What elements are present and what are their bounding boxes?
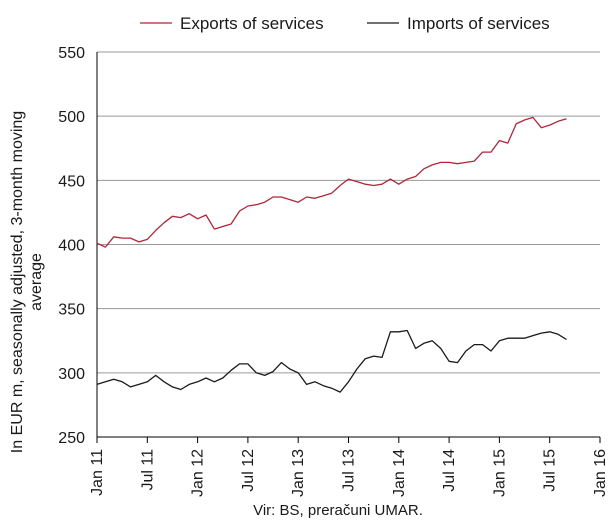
x-tick-label: Jan 16 xyxy=(592,449,609,497)
y-axis-title: In EUR m, seasonally adjusted, 3-month m… xyxy=(9,111,45,453)
y-tick-label: 300 xyxy=(58,366,85,383)
gridlines xyxy=(97,51,600,374)
y-tick-label: 250 xyxy=(58,430,85,447)
legend-label: Exports of services xyxy=(180,14,324,33)
y-axis-title-line-1: In EUR m, seasonally adjusted, 3-month m… xyxy=(9,111,26,453)
y-tick-label: 450 xyxy=(58,173,85,190)
x-tick-label: Jul 15 xyxy=(542,449,559,492)
x-tick-label: Jan 15 xyxy=(491,449,508,497)
axes: 250 300 350 400 450 500 550 Jan 11 Jul 11 Jan 12 J… xyxy=(58,45,609,497)
legend: Exports of services Imports of services xyxy=(140,14,550,33)
y-tick-label: 550 xyxy=(58,45,85,62)
x-tick-label: Jul 14 xyxy=(441,449,458,492)
series xyxy=(96,116,567,393)
x-tick-label: Jul 12 xyxy=(240,449,257,492)
x-tick-label: Jan 13 xyxy=(290,449,307,497)
x-tick-label: Jul 13 xyxy=(341,449,358,492)
x-tick-label: Jan 14 xyxy=(391,449,408,497)
y-axis-title-line-2: average xyxy=(28,253,45,311)
series-line-exports xyxy=(96,116,567,248)
y-tick-label: 350 xyxy=(58,302,85,319)
source-note: Vir: BS, preračuni UMAR. xyxy=(253,502,423,519)
series-line-imports xyxy=(96,329,567,393)
x-tick-label: Jan 11 xyxy=(89,449,106,496)
y-tick-label: 400 xyxy=(58,238,85,255)
legend-label: Imports of services xyxy=(407,14,550,33)
y-tick-label: 500 xyxy=(58,109,85,126)
x-tick-label: Jan 12 xyxy=(190,449,207,497)
x-tick-label: Jul 11 xyxy=(139,449,156,491)
